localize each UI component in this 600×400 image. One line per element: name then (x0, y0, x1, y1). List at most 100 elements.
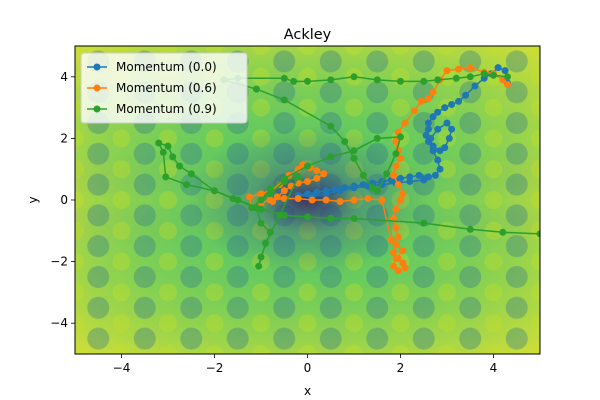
data-point (455, 65, 463, 73)
data-point (280, 211, 288, 219)
data-point (322, 190, 330, 198)
data-point (392, 205, 400, 213)
data-point (234, 196, 242, 204)
data-point (257, 196, 265, 204)
x-tick-label: 0 (304, 361, 312, 375)
data-point (434, 156, 442, 164)
data-point (466, 64, 474, 72)
data-point (429, 88, 437, 96)
legend-label: Momentum (0.9) (116, 102, 217, 116)
data-point (394, 233, 402, 241)
data-point (350, 147, 358, 155)
y-tick-label: −4 (50, 316, 68, 330)
data-point (420, 219, 428, 227)
data-point (392, 162, 400, 170)
data-point (445, 134, 453, 142)
data-point (255, 262, 263, 270)
data-point (424, 119, 432, 127)
series-layer (155, 64, 540, 275)
data-point (431, 171, 439, 179)
data-point (280, 187, 288, 195)
data-point (434, 76, 442, 84)
data-point (262, 239, 270, 247)
data-point (294, 195, 302, 202)
data-point (350, 215, 358, 222)
data-point (269, 198, 277, 205)
data-point (266, 228, 274, 236)
data-point (341, 138, 349, 145)
data-point (397, 196, 404, 204)
data-point (392, 241, 400, 249)
data-point (410, 107, 418, 115)
data-point (427, 134, 435, 142)
data-point (378, 196, 386, 204)
series-momentum-0-0 (294, 64, 511, 201)
data-point (397, 133, 404, 141)
data-point (434, 108, 442, 116)
data-point (424, 125, 432, 133)
data-point (441, 144, 449, 152)
data-point (336, 198, 344, 205)
data-point (350, 73, 358, 81)
data-point (401, 264, 409, 272)
data-point (397, 174, 404, 182)
data-point (390, 262, 397, 270)
data-point (350, 184, 358, 192)
data-point (397, 77, 404, 85)
data-point (390, 248, 397, 256)
y-tick-label: 0 (60, 193, 68, 207)
data-point (443, 119, 451, 127)
legend: Momentum (0.0) Momentum (0.6) Momentum (… (80, 52, 248, 124)
data-point (429, 147, 437, 155)
data-point (373, 134, 381, 142)
data-point (394, 267, 402, 275)
data-point (308, 196, 316, 204)
data-point (257, 205, 265, 213)
y-axis-label: y (26, 196, 40, 203)
data-point (273, 193, 281, 201)
data-point (466, 73, 474, 81)
data-point (327, 76, 335, 84)
data-point (280, 178, 288, 185)
data-point (313, 188, 321, 196)
data-point (401, 119, 409, 127)
data-point (452, 74, 460, 82)
data-point (399, 190, 407, 198)
data-point (327, 122, 335, 130)
data-point (392, 255, 400, 262)
data-point (257, 190, 265, 198)
data-point (424, 94, 432, 102)
data-point (280, 96, 288, 104)
data-point (392, 150, 400, 158)
data-point (257, 219, 265, 227)
data-point (499, 228, 507, 236)
data-point (392, 138, 400, 145)
data-point (387, 236, 395, 244)
x-tick-label: 4 (490, 361, 498, 375)
x-tick-label: −4 (113, 361, 131, 375)
data-point (383, 170, 391, 178)
data-point (462, 91, 470, 99)
data-point (320, 170, 328, 178)
data-point (429, 113, 437, 121)
data-point (390, 171, 397, 179)
x-axis-label: x (304, 384, 311, 398)
data-point (266, 190, 274, 198)
x-tick-label: −2 (206, 361, 224, 375)
y-tick-label: 2 (60, 131, 68, 145)
data-point (162, 173, 170, 181)
data-point (169, 153, 177, 161)
data-point (420, 176, 428, 184)
data-point (280, 195, 288, 202)
data-point (399, 247, 407, 255)
data-point (359, 171, 367, 179)
legend-entry-momentum-0-0: Momentum (0.0) (87, 60, 217, 74)
data-point (280, 74, 288, 82)
data-point (290, 77, 298, 85)
data-point (471, 82, 479, 90)
data-point (313, 174, 321, 182)
data-point (304, 213, 311, 221)
data-point (394, 181, 402, 189)
data-point (313, 167, 321, 175)
